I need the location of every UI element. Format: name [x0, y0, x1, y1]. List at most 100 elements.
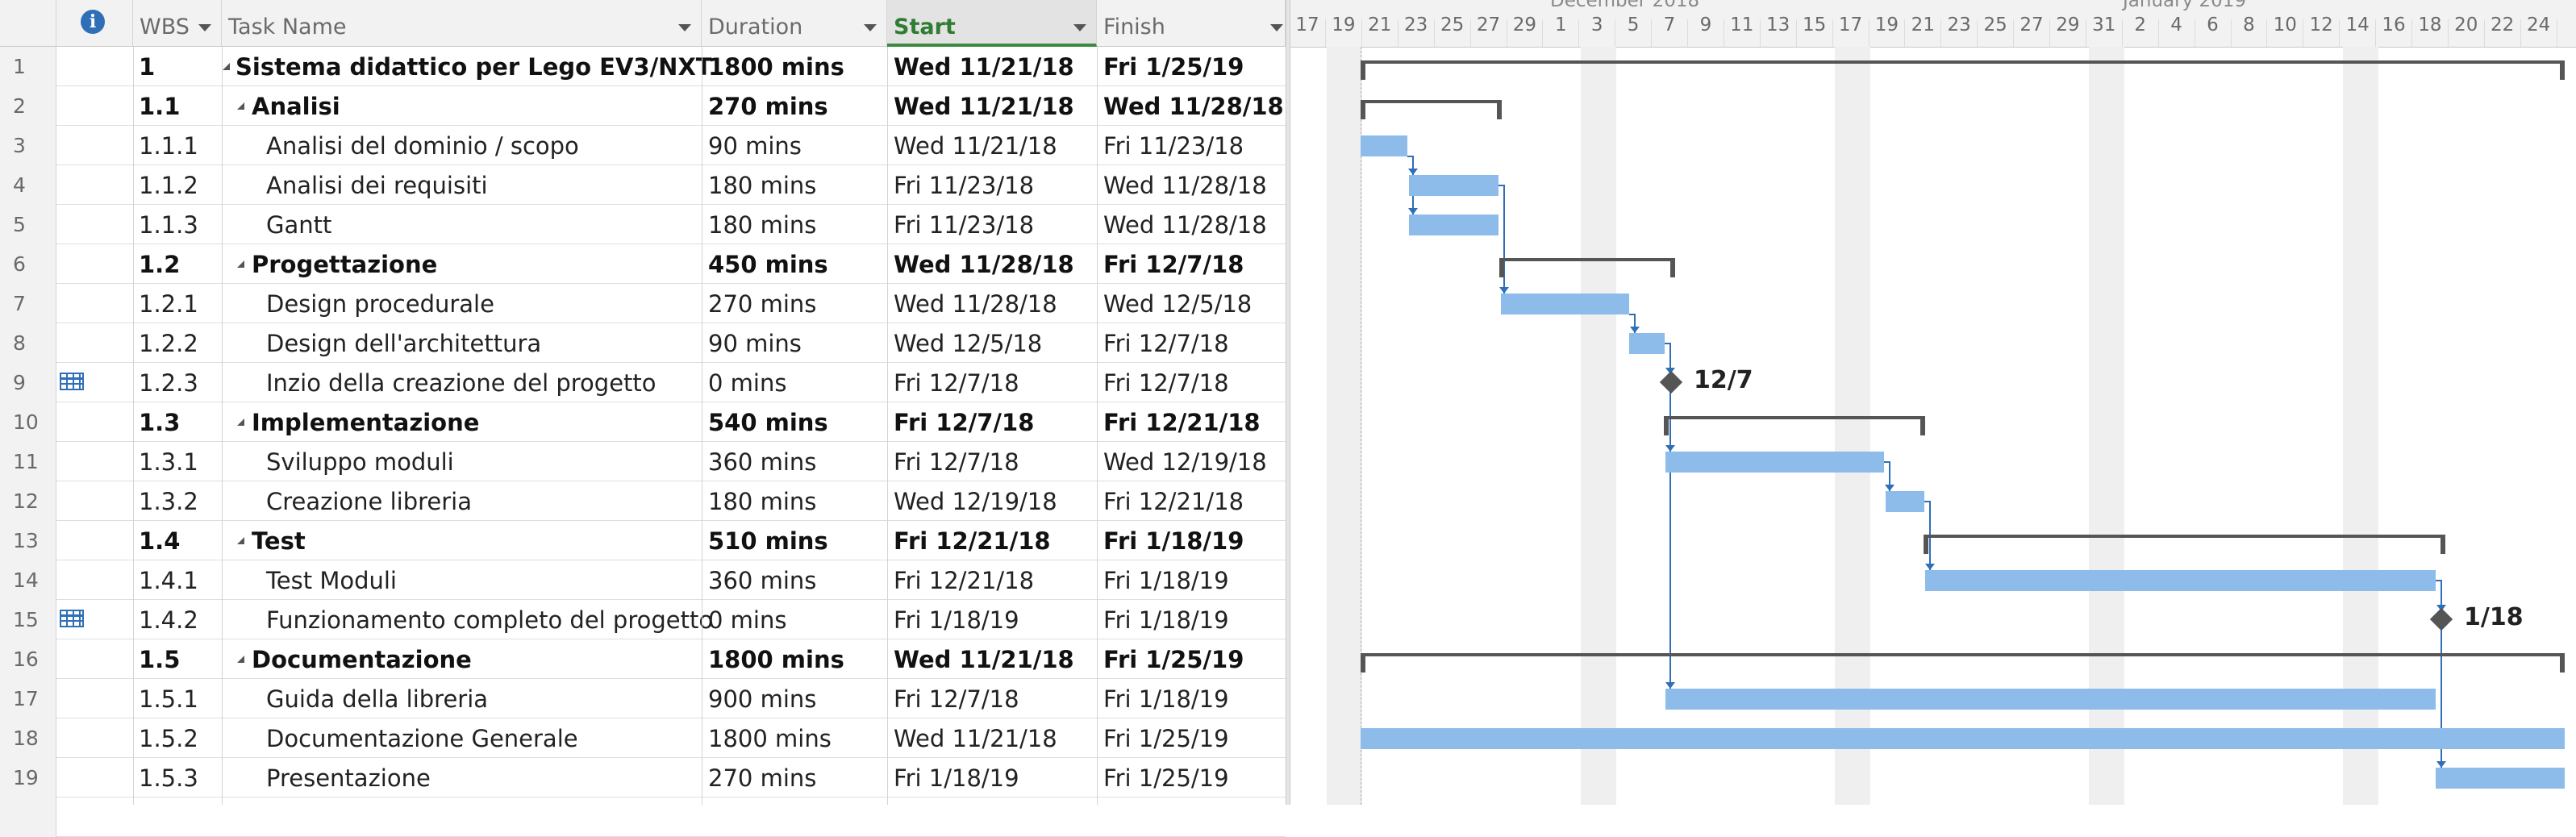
start-cell[interactable]: Wed 11/21/18 [894, 132, 1057, 160]
task-row[interactable]: 17 1.5.1 Guida della libreria 900 mins Fri 1… [0, 679, 1286, 718]
task-name-cell[interactable]: Inzio della creazione del progetto [266, 369, 657, 397]
header-wbs[interactable]: WBS [133, 0, 222, 47]
start-cell[interactable]: Wed 11/21/18 [894, 646, 1074, 673]
task-bar[interactable] [1629, 333, 1665, 354]
task-row[interactable]: 2 1.1 Analisi 270 mins Wed 11/21/18 Wed 11/28… [0, 86, 1286, 126]
summary-bar[interactable] [1664, 416, 1925, 419]
row-number[interactable]: 2 [0, 86, 56, 126]
task-bar[interactable] [1501, 294, 1629, 314]
finish-cell[interactable]: Fri 1/18/19 [1103, 606, 1229, 634]
row-number[interactable]: 19 [0, 758, 56, 797]
wbs-cell[interactable]: 1.2.1 [139, 290, 198, 318]
duration-cell[interactable]: 540 mins [708, 409, 828, 436]
task-name-cell[interactable]: Design procedurale [266, 290, 494, 318]
task-name-cell[interactable]: Sviluppo moduli [266, 448, 454, 476]
row-number[interactable]: 3 [0, 126, 56, 165]
task-name-cell[interactable]: Documentazione [252, 646, 472, 673]
chevron-down-icon[interactable] [198, 24, 211, 31]
finish-cell[interactable]: Wed 11/28/18 [1103, 93, 1284, 120]
task-row[interactable]: 5 1.1.3 Gantt 180 mins Fri 11/23/18 Wed 11/28… [0, 205, 1286, 244]
task-row[interactable]: 11 1.3.1 Sviluppo moduli 360 mins Fri 12/7/1… [0, 442, 1286, 481]
chevron-down-icon[interactable] [864, 24, 877, 31]
duration-cell[interactable]: 1800 mins [708, 646, 844, 673]
start-cell[interactable]: Fri 12/7/18 [894, 448, 1019, 476]
task-bar[interactable] [2436, 768, 2565, 789]
row-number[interactable]: 16 [0, 639, 56, 679]
task-row[interactable]: 13 1.4 Test 510 mins Fri 12/21/18 Fri 1/18/19 [0, 521, 1286, 560]
wbs-cell[interactable]: 1.1.2 [139, 172, 198, 199]
finish-cell[interactable]: Wed 12/5/18 [1103, 290, 1253, 318]
row-number[interactable]: 11 [0, 442, 56, 481]
empty-row[interactable] [0, 797, 1286, 837]
finish-cell[interactable]: Fri 12/21/18 [1103, 409, 1261, 436]
wbs-cell[interactable]: 1.3.1 [139, 448, 198, 476]
task-row[interactable]: 9 1.2.3 Inzio della creazione del progetto… [0, 363, 1286, 402]
collapse-toggle-icon[interactable] [223, 63, 230, 70]
summary-bar[interactable] [1924, 535, 2445, 538]
row-number[interactable]: 14 [0, 560, 56, 600]
wbs-cell[interactable]: 1.4.1 [139, 567, 198, 594]
start-cell[interactable]: Wed 11/21/18 [894, 53, 1074, 81]
row-number[interactable]: 10 [0, 402, 56, 442]
chevron-down-icon[interactable] [1073, 24, 1086, 31]
row-number[interactable]: 5 [0, 205, 56, 244]
start-cell[interactable]: Wed 12/19/18 [894, 488, 1057, 515]
task-row[interactable]: 4 1.1.2 Analisi dei requisiti 180 mins Fri 1… [0, 165, 1286, 205]
row-number[interactable]: 15 [0, 600, 56, 639]
task-row[interactable]: 8 1.2.2 Design dell'architettura 90 mins Wed… [0, 323, 1286, 363]
collapse-toggle-icon[interactable] [237, 418, 244, 426]
finish-cell[interactable]: Fri 12/21/18 [1103, 488, 1244, 515]
row-number[interactable]: 8 [0, 323, 56, 363]
task-name-cell[interactable]: Analisi [252, 93, 340, 120]
header-duration[interactable]: Duration [702, 0, 887, 47]
summary-bar[interactable] [1361, 653, 2565, 656]
finish-cell[interactable]: Fri 1/25/19 [1103, 725, 1229, 752]
task-row[interactable]: 10 1.3 Implementazione 540 mins Fri 12/7/18 F… [0, 402, 1286, 442]
task-row[interactable]: 6 1.2 Progettazione 450 mins Wed 11/28/18 Fri… [0, 244, 1286, 284]
finish-cell[interactable]: Fri 12/7/18 [1103, 369, 1229, 397]
start-cell[interactable]: Fri 11/23/18 [894, 172, 1035, 199]
finish-cell[interactable]: Fri 1/18/19 [1103, 567, 1229, 594]
duration-cell[interactable]: 270 mins [708, 764, 817, 792]
start-cell[interactable]: Fri 12/7/18 [894, 685, 1019, 713]
summary-bar[interactable] [1361, 100, 1502, 103]
row-number[interactable]: 9 [0, 363, 56, 402]
duration-cell[interactable]: 270 mins [708, 93, 828, 120]
header-indicators[interactable]: i [56, 0, 133, 47]
wbs-cell[interactable]: 1.3 [139, 409, 181, 436]
duration-cell[interactable]: 1800 mins [708, 53, 844, 81]
task-bar[interactable] [1361, 728, 2565, 749]
finish-cell[interactable]: Fri 1/18/19 [1103, 527, 1244, 555]
wbs-cell[interactable]: 1.1.1 [139, 132, 198, 160]
row-number[interactable]: 18 [0, 718, 56, 758]
task-row[interactable]: 12 1.3.2 Creazione libreria 180 mins Wed 12/… [0, 481, 1286, 521]
start-cell[interactable]: Wed 11/21/18 [894, 725, 1057, 752]
task-bar[interactable] [1665, 452, 1884, 473]
summary-bar[interactable] [1361, 60, 2565, 64]
duration-cell[interactable]: 450 mins [708, 251, 828, 278]
task-bar[interactable] [1886, 491, 1924, 512]
row-number[interactable]: 13 [0, 521, 56, 560]
finish-cell[interactable]: Wed 11/28/18 [1103, 172, 1267, 199]
wbs-cell[interactable]: 1.1 [139, 93, 181, 120]
start-cell[interactable]: Wed 11/21/18 [894, 93, 1074, 120]
task-name-cell[interactable]: Presentazione [266, 764, 431, 792]
task-row[interactable]: 1 1 Sistema didattico per Lego EV3/NXT 1800… [0, 47, 1286, 86]
wbs-cell[interactable]: 1.2.3 [139, 369, 198, 397]
header-finish[interactable]: Finish [1097, 0, 1286, 47]
collapse-toggle-icon[interactable] [237, 102, 244, 110]
task-name-cell[interactable]: Guida della libreria [266, 685, 489, 713]
task-bar[interactable] [1361, 135, 1407, 156]
duration-cell[interactable]: 180 mins [708, 488, 817, 515]
task-row[interactable]: 14 1.4.1 Test Moduli 360 mins Fri 12/21/18 Fr… [0, 560, 1286, 600]
row-number[interactable]: 12 [0, 481, 56, 521]
duration-cell[interactable]: 270 mins [708, 290, 817, 318]
chevron-down-icon[interactable] [1270, 24, 1283, 31]
wbs-cell[interactable]: 1.5 [139, 646, 181, 673]
start-cell[interactable]: Fri 1/18/19 [894, 606, 1019, 634]
row-number[interactable]: 17 [0, 679, 56, 718]
wbs-cell[interactable]: 1.4.2 [139, 606, 198, 634]
split-bar[interactable] [1286, 0, 1290, 805]
duration-cell[interactable]: 360 mins [708, 567, 817, 594]
task-bar[interactable] [1409, 214, 1498, 235]
